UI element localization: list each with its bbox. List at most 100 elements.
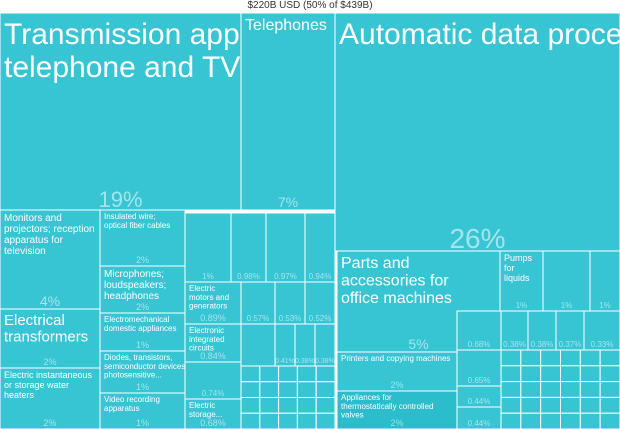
tile-pct-insulated-wire: 2% [136, 255, 149, 265]
tile-u1[interactable]: 1% [184, 212, 232, 283]
tile-insulated-wire[interactable]: Insulated wire; optical fiber cables 2% [99, 209, 186, 267]
tile-u7[interactable]: 0.52% [304, 281, 336, 325]
small-tile[interactable] [540, 381, 562, 398]
tile-electromechanical[interactable]: Electromechanical domestic appliances 1% [99, 312, 186, 352]
small-tile[interactable] [560, 396, 581, 414]
small-tile[interactable] [259, 365, 280, 383]
small-tile[interactable] [540, 365, 562, 383]
tile-u5[interactable]: 0.57% [240, 281, 276, 325]
tile-printers[interactable]: Printers and copying machines 2% [336, 351, 458, 392]
small-tile[interactable] [315, 397, 336, 414]
tile-label-insulated-wire: Insulated wire; optical fiber cables [104, 212, 170, 230]
tile-rect-video-recording [99, 392, 186, 429]
small-tile[interactable] [540, 412, 562, 429]
tile-monitors[interactable]: Monitors and projectors; reception apparat… [0, 209, 101, 310]
tile-water-heaters[interactable]: Electric instantaneous or storage water he… [0, 367, 101, 429]
tile-u17[interactable]: 0.68% [456, 310, 502, 351]
tile-u4[interactable]: 0.94% [304, 212, 336, 283]
small-tile[interactable] [500, 365, 522, 383]
tile-u6[interactable]: 0.53% [274, 281, 306, 325]
tile-u22[interactable]: 0.38% [527, 310, 557, 351]
small-tile[interactable] [259, 381, 280, 398]
small-tile[interactable] [240, 397, 261, 414]
small-tile[interactable] [540, 396, 562, 414]
small-tile[interactable] [259, 412, 280, 429]
small-tile[interactable] [278, 397, 298, 414]
tile-telephones[interactable]: Telephones 7% [240, 12, 336, 211]
tile-u18[interactable]: 0.65% [456, 349, 502, 387]
small-tile[interactable] [296, 365, 317, 383]
tile-u2[interactable]: 0.98% [230, 212, 267, 283]
tile-electrical-transformers[interactable]: Electrical transformers 2% [0, 308, 101, 369]
small-tile[interactable] [278, 381, 298, 398]
small-tile[interactable] [520, 381, 542, 398]
small-tile[interactable] [278, 412, 298, 429]
tile-pct-u12: 0.38% [315, 358, 335, 365]
tile-u19[interactable]: 0.44% [456, 385, 502, 408]
small-tile[interactable] [599, 412, 620, 429]
small-tile[interactable] [315, 381, 336, 398]
small-tile[interactable] [599, 349, 620, 367]
tile-thermostatic-valves[interactable]: Appliances for thermostatically controlle… [336, 390, 458, 429]
tile-pct-u24: 0.33% [591, 340, 614, 349]
tile-rect-u1 [184, 212, 232, 283]
small-tile[interactable] [296, 397, 317, 414]
tile-u13[interactable]: 1% [542, 250, 591, 312]
small-tile[interactable] [520, 349, 542, 367]
tile-u20[interactable]: 0.44% [456, 406, 502, 429]
tile-pct-u11: 0.38% [295, 358, 315, 365]
small-tile[interactable] [560, 365, 581, 383]
small-tile[interactable] [278, 365, 298, 383]
small-tile[interactable] [599, 396, 620, 414]
tile-video-recording[interactable]: Video recording apparatus 1% [99, 392, 186, 429]
small-tile[interactable] [599, 365, 620, 383]
small-tile[interactable] [315, 412, 336, 429]
tile-u12[interactable]: 0.38% [314, 323, 336, 367]
tile-motors[interactable]: Electric motors and generators 0.89% [184, 281, 242, 325]
tile-pct-parts-office: 5% [408, 336, 428, 352]
small-tile[interactable] [520, 396, 542, 414]
small-tile[interactable] [240, 381, 261, 398]
small-tile[interactable] [500, 412, 522, 429]
small-tile[interactable] [560, 349, 581, 367]
small-tile[interactable] [560, 381, 581, 398]
small-tile[interactable] [599, 381, 620, 398]
small-tile[interactable] [240, 412, 261, 429]
tile-u11[interactable]: 0.38% [294, 323, 316, 367]
tile-u10[interactable]: 0.41% [274, 323, 296, 367]
small-tile[interactable] [259, 397, 280, 414]
tile-u8[interactable]: 0.74% [184, 361, 242, 400]
tile-transmission[interactable]: Transmission apparatus for radio, telepho… [0, 12, 450, 212]
small-tile[interactable] [520, 412, 542, 429]
tile-label-electrical-transformers: Electrical transformers [4, 312, 88, 346]
small-tile[interactable] [579, 349, 601, 367]
tile-diodes[interactable]: Diodes, transistors, semiconductor device… [99, 350, 188, 394]
tile-storage-batteries[interactable]: Electric storage...0.68% [184, 398, 242, 429]
small-tile[interactable] [520, 365, 542, 383]
small-tile[interactable] [315, 365, 336, 383]
tile-label-water-heaters: Electric instantaneous or storage water he… [4, 370, 93, 400]
tile-adp[interactable]: Automatic data processing machines 26% [334, 12, 620, 254]
small-tile[interactable] [579, 365, 601, 383]
small-tile[interactable] [500, 349, 522, 367]
tile-u14[interactable]: 1% [589, 250, 620, 312]
small-tile[interactable] [540, 349, 562, 367]
small-tile[interactable] [500, 396, 522, 414]
tile-u21[interactable]: 0.38% [500, 310, 529, 351]
tile-u3[interactable]: 0.97% [265, 212, 306, 283]
small-tile[interactable] [579, 396, 601, 414]
small-tile[interactable] [240, 365, 261, 383]
tile-pumps[interactable]: Pumps for liquids 1% [499, 250, 544, 312]
small-tile[interactable] [560, 412, 581, 429]
small-tile[interactable] [296, 412, 317, 429]
tile-u23[interactable]: 0.37% [555, 310, 585, 351]
tile-pct-u8: 0.74% [202, 389, 225, 398]
tile-pct-microphones: 2% [136, 302, 149, 312]
small-tile[interactable] [296, 381, 317, 398]
small-tile[interactable] [579, 381, 601, 398]
small-tile[interactable] [500, 381, 522, 398]
tile-u24[interactable]: 0.33% [583, 310, 620, 351]
small-tile[interactable] [579, 412, 601, 429]
